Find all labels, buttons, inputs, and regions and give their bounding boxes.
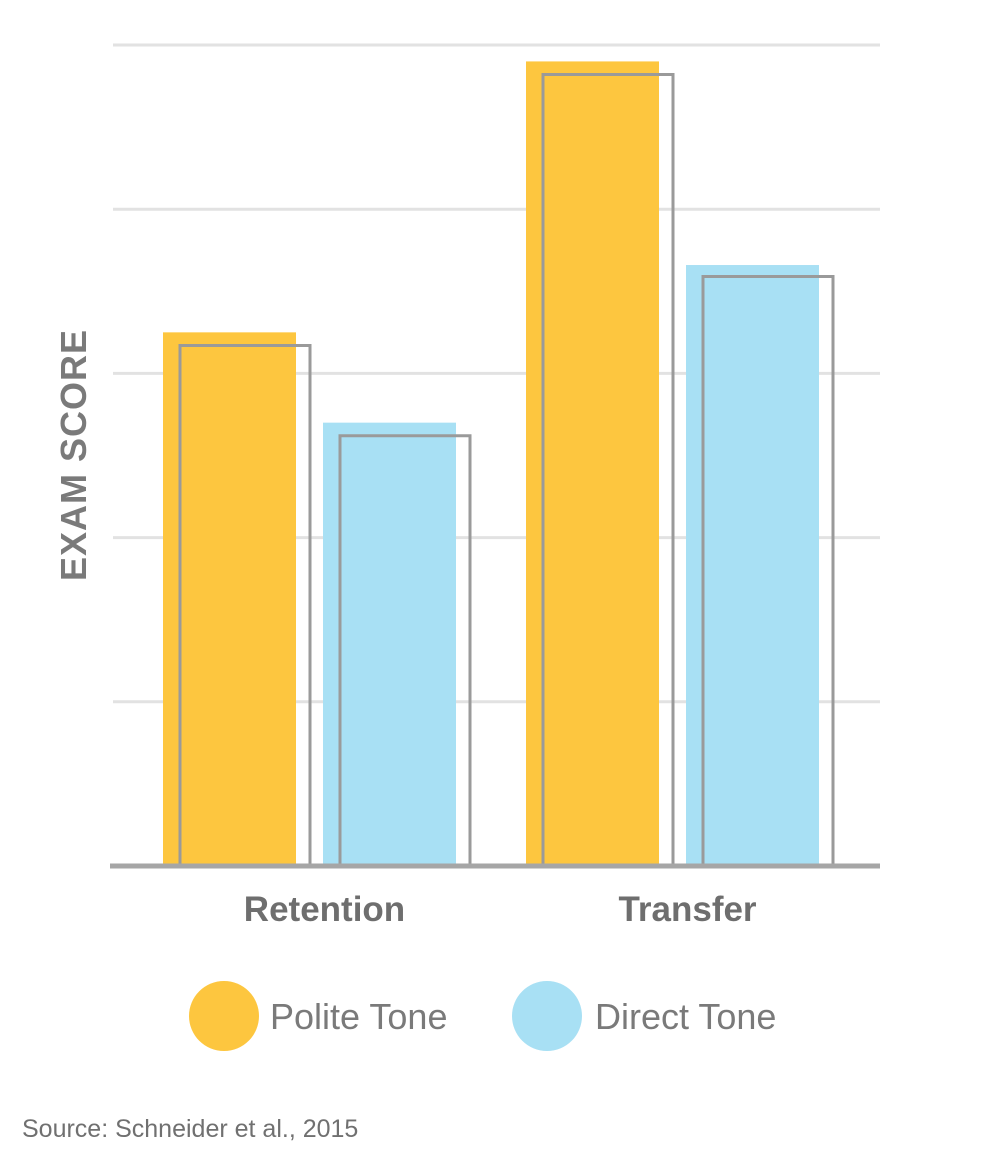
category-label-transfer: Transfer xyxy=(618,890,756,929)
bar-polite-tone-retention xyxy=(163,332,296,867)
bar-direct-tone-retention xyxy=(323,422,456,866)
y-axis-title: EXAM SCORE xyxy=(53,329,94,581)
legend-label-direct-tone: Direct Tone xyxy=(595,996,776,1037)
category-labels: Retention Transfer xyxy=(244,890,757,929)
legend-swatch-direct-tone xyxy=(512,981,582,1051)
legend-swatch-polite-tone xyxy=(189,981,259,1051)
category-label-retention: Retention xyxy=(244,890,405,929)
legend-label-polite-tone: Polite Tone xyxy=(270,996,447,1037)
bar-direct-tone-transfer xyxy=(686,265,819,866)
bar-outline-direct-tone-transfer xyxy=(701,275,835,866)
bar-outline-direct-tone-retention xyxy=(338,434,472,866)
bar-polite-tone-transfer xyxy=(526,61,659,867)
bars-group xyxy=(163,61,835,867)
bar-outline-polite-tone-transfer xyxy=(541,73,675,866)
legend: Polite Tone Direct Tone xyxy=(189,981,776,1051)
bar-outline-polite-tone-retention xyxy=(178,343,312,866)
source-note: Source: Schneider et al., 2015 xyxy=(22,1115,358,1143)
